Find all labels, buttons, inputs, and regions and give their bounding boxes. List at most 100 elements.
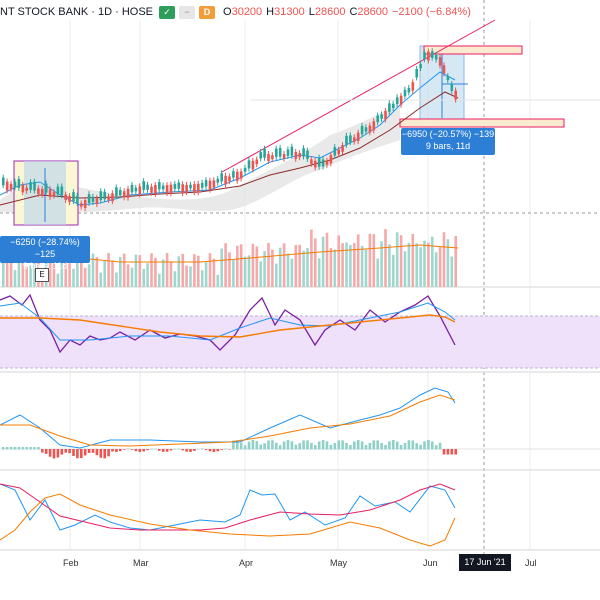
candle <box>356 132 360 142</box>
volume-bar <box>212 258 216 287</box>
candle <box>158 182 161 190</box>
volume-bar <box>193 254 196 287</box>
volume-bar <box>337 235 340 287</box>
symbol-title[interactable]: NT STOCK BANK · 1D · HOSE <box>0 6 154 18</box>
candle <box>278 148 282 157</box>
candle <box>427 51 430 61</box>
macd-bar <box>115 449 118 452</box>
macd-bar <box>255 441 259 450</box>
bottom-price-range[interactable] <box>399 118 565 128</box>
candle <box>169 184 173 194</box>
candle <box>107 196 110 200</box>
volume-bar <box>119 257 122 287</box>
volume-bar <box>325 232 329 287</box>
close-value: 28600 <box>357 6 388 18</box>
candle <box>177 182 181 189</box>
candle <box>142 181 145 190</box>
volume-bar <box>349 245 352 287</box>
volume-bar <box>278 247 282 287</box>
rsi-band <box>0 316 600 368</box>
macd-bar <box>130 449 134 450</box>
candle <box>80 203 83 207</box>
macd-bar <box>111 449 114 452</box>
macd-bar <box>232 440 235 450</box>
macd-bar <box>5 447 9 450</box>
candle <box>64 194 67 200</box>
candle <box>56 186 60 195</box>
top-price-range[interactable] <box>423 45 523 55</box>
volume-bar <box>161 259 165 287</box>
macd-bar <box>236 440 239 450</box>
volume-bar <box>228 252 231 287</box>
volume-bar <box>56 273 60 287</box>
macd-bar <box>329 444 333 450</box>
volume-bar <box>434 252 438 287</box>
volume-bar <box>275 263 278 287</box>
candle <box>228 176 231 182</box>
high-value: 31300 <box>274 6 305 18</box>
candle <box>48 189 52 197</box>
volume-bar <box>115 272 118 287</box>
macd-bar <box>216 449 220 452</box>
candle <box>364 127 368 132</box>
volume-bar <box>454 235 457 287</box>
candle <box>302 148 305 157</box>
macd-bar <box>193 449 196 451</box>
volume-bar <box>247 255 251 287</box>
macd-bar <box>243 445 247 450</box>
macd-bar <box>13 447 17 450</box>
stoch-orange-line <box>0 493 456 547</box>
macd-bar <box>267 440 270 450</box>
candle <box>384 110 387 120</box>
volume-bar <box>130 267 134 287</box>
macd-bar <box>372 440 376 450</box>
trend-line[interactable] <box>221 19 496 173</box>
macd-bar <box>415 443 418 450</box>
macd-bar <box>341 440 344 450</box>
macd-bar <box>438 442 442 450</box>
earnings-badge[interactable]: E <box>35 268 49 282</box>
candle <box>37 188 40 194</box>
macd-bar <box>126 448 130 450</box>
volume-bar <box>290 258 294 287</box>
candle <box>146 184 149 190</box>
x-label-feb: Feb <box>63 558 79 568</box>
macd-bar <box>411 440 415 450</box>
macd-bar <box>384 444 387 450</box>
check-icon[interactable]: ✓ <box>159 5 176 19</box>
volume-bar <box>220 248 223 287</box>
volume-bar <box>236 245 239 287</box>
macd-bar <box>185 449 188 452</box>
volume-bar <box>154 257 157 287</box>
volume-bar <box>407 242 411 287</box>
crosshair-date-label: 17 Jun '21 <box>459 554 511 571</box>
candle <box>72 192 75 202</box>
minus-icon[interactable]: − <box>179 5 196 19</box>
candle <box>333 147 337 156</box>
macd-bar <box>317 441 321 450</box>
volume-bar <box>91 253 95 287</box>
volume-bar <box>107 253 110 287</box>
macd-bar <box>25 447 28 450</box>
d-icon[interactable]: D <box>199 5 216 19</box>
x-label-jun: Jun <box>423 558 438 568</box>
macd-bar <box>200 448 204 450</box>
volume-bar <box>76 255 79 287</box>
macd-bar <box>294 444 298 450</box>
macd-bar <box>41 449 44 453</box>
volume-bar <box>267 243 270 287</box>
candle <box>392 103 395 108</box>
macd-bar <box>349 444 352 450</box>
volume-bar <box>263 251 266 287</box>
volume-bar <box>364 249 368 287</box>
macd-bar <box>321 440 325 450</box>
macd-bar <box>173 448 177 450</box>
volume-bar <box>17 255 21 287</box>
candle <box>193 184 196 193</box>
volume-bar <box>368 233 372 287</box>
candle <box>399 95 403 105</box>
candle <box>419 64 422 69</box>
macd-bar <box>442 449 446 455</box>
volume-bar <box>185 265 188 287</box>
